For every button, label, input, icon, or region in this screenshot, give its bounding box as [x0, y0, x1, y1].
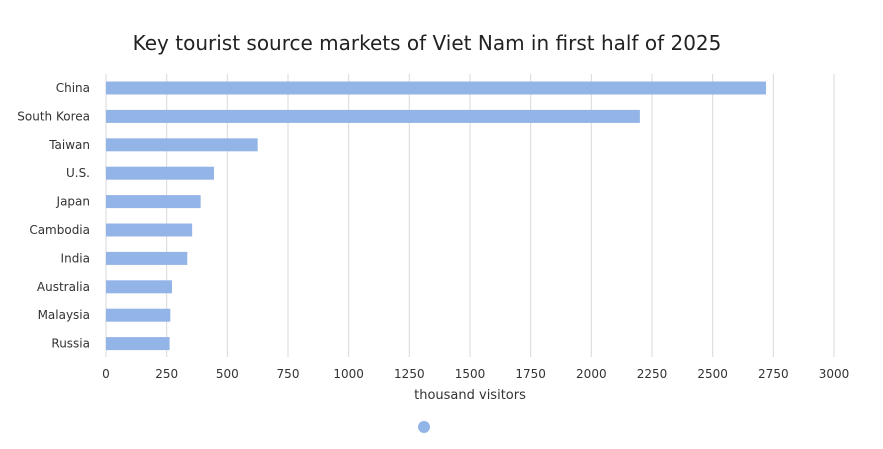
category-label: Malaysia	[38, 308, 90, 322]
bar[interactable]	[106, 81, 767, 95]
category-label: Japan	[56, 195, 90, 209]
x-tick-label: 1750	[515, 367, 546, 381]
chart-title: Key tourist source markets of Viet Nam i…	[133, 31, 722, 55]
x-tick-label: 2000	[576, 367, 607, 381]
bars	[106, 81, 767, 351]
x-tick-label: 750	[277, 367, 300, 381]
x-tick-label: 2250	[637, 367, 668, 381]
bar[interactable]	[106, 308, 171, 322]
x-tick-label: 2500	[697, 367, 728, 381]
category-label: Australia	[37, 280, 90, 294]
x-tick-label: 0	[102, 367, 110, 381]
x-tick-labels: 0 250 500 750 1000 1250 1500 1750 2000 2250 2500 27…	[102, 367, 849, 381]
bar[interactable]	[106, 251, 188, 265]
legend-marker[interactable]	[418, 421, 430, 433]
x-tick-label: 500	[216, 367, 239, 381]
bar[interactable]	[106, 109, 640, 123]
category-label: South Korea	[17, 109, 90, 123]
category-label: Cambodia	[29, 223, 90, 237]
bar[interactable]	[106, 280, 173, 294]
category-label: China	[56, 81, 90, 95]
bar[interactable]	[106, 223, 193, 237]
x-tick-label: 1250	[394, 367, 425, 381]
x-tick-label: 1500	[455, 367, 486, 381]
category-label: U.S.	[66, 166, 90, 180]
x-tick-label: 2750	[758, 367, 789, 381]
bar[interactable]	[106, 166, 214, 180]
bar[interactable]	[106, 337, 170, 351]
bar[interactable]	[106, 138, 258, 152]
bar[interactable]	[106, 195, 201, 209]
x-tick-label: 3000	[819, 367, 850, 381]
category-label: Russia	[51, 337, 90, 351]
category-label: Taiwan	[48, 138, 90, 152]
x-tick-label: 250	[155, 367, 178, 381]
x-tick-label: 1000	[333, 367, 364, 381]
x-axis-title: thousand visitors	[414, 388, 526, 403]
category-label: India	[61, 251, 90, 265]
category-labels: China South Korea Taiwan U.S. Japan Cambodia I…	[17, 81, 90, 351]
